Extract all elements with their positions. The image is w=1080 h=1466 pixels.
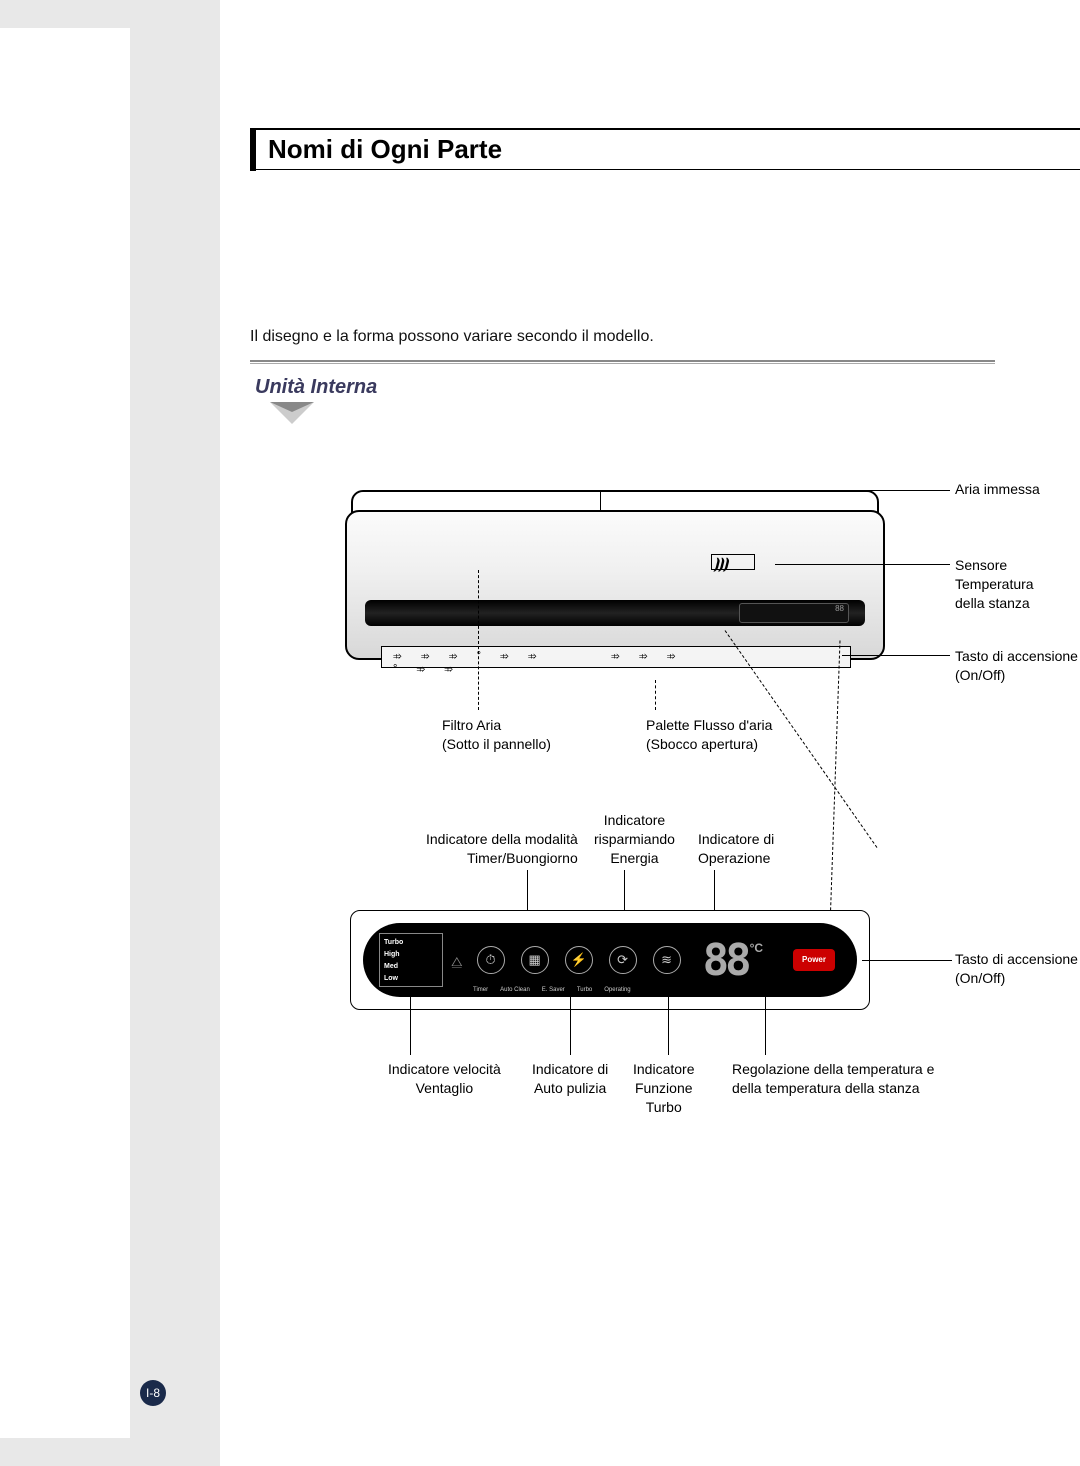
label-line: Filtro Aria (442, 717, 501, 733)
label-operation: Indicatore di Operazione (698, 830, 774, 868)
esaver-icon: ⚡ (565, 946, 593, 974)
sublabel: Operating (604, 987, 630, 993)
callout-line (842, 655, 950, 656)
ac-vent-marks: ⤃ ⤃ ⤃ ° ⤃ ⤃ ⤃ ⤃ ⤃ ° ⤃ ⤃ (393, 650, 693, 664)
label-air-in: Aria immessa (955, 480, 1040, 499)
callout-line (765, 990, 766, 1055)
chevron-down-icon-dark (270, 402, 314, 412)
callout-line (775, 564, 950, 565)
label-line: risparmiando (594, 831, 675, 847)
ac-body (345, 510, 885, 660)
label-line: Indicatore della modalità (426, 831, 578, 847)
label-line: (On/Off) (955, 667, 1005, 683)
section-heading: Unità Interna (255, 376, 377, 399)
label-filter: Filtro Aria (Sotto il pannello) (442, 716, 551, 754)
label-line: Ventaglio (416, 1080, 474, 1096)
sublabel: Auto Clean (500, 987, 530, 993)
label-line: Timer/Buongiorno (467, 850, 578, 866)
label-line: Auto pulizia (534, 1080, 606, 1096)
label-line: Tasto di accensione (955, 648, 1078, 664)
sublabel: Timer (473, 987, 488, 993)
label-line: (Sbocco apertura) (646, 736, 758, 752)
label-esaver: Indicatore risparmiando Energia (594, 811, 675, 868)
autoclean-icon: ▦ (521, 946, 549, 974)
label-line: Tasto di accensione (955, 951, 1078, 967)
label-fan-speed: Indicatore velocità Ventaglio (388, 1060, 501, 1098)
callout-line (668, 990, 669, 1055)
label-line: Indicatore di (532, 1061, 608, 1077)
label-line: della stanza (955, 595, 1030, 611)
left-margin-white (0, 28, 130, 1438)
label-louver: Palette Flusso d'aria (Sbocco apertura) (646, 716, 772, 754)
label-line: Energia (610, 850, 658, 866)
label-line: Indicatore (604, 812, 665, 828)
callout-line (862, 960, 952, 961)
label-line: Regolazione della temperatura e (732, 1061, 934, 1077)
label-power: Tasto di accensione (On/Off) (955, 647, 1078, 685)
wifi-icon: ⧋ (451, 954, 463, 970)
label-line: (On/Off) (955, 970, 1005, 986)
callout-line (570, 990, 571, 1055)
label-line: Indicatore velocità (388, 1061, 501, 1077)
sublabel: E. Saver (542, 987, 565, 993)
callout-line (478, 570, 479, 710)
callout-line (410, 990, 411, 1055)
section-divider (250, 360, 995, 364)
power-button[interactable]: Power (793, 949, 835, 971)
label-line: Operazione (698, 850, 770, 866)
label-line: (Sotto il pannello) (442, 736, 551, 752)
label-line: Funzione (635, 1080, 693, 1096)
page-number-badge: I-8 (140, 1380, 166, 1406)
callout-line (600, 490, 601, 510)
temp-digits: 88 (703, 935, 748, 986)
operating-icon: ≋ (653, 946, 681, 974)
label-timer-mode: Indicatore della modalità Timer/Buongior… (426, 830, 578, 868)
left-margin (0, 0, 220, 1466)
callout-line (655, 680, 656, 710)
turbo-icon: ⟳ (609, 946, 637, 974)
sublabel: Turbo (577, 987, 592, 993)
speed-med: Med (384, 963, 438, 970)
page-title: Nomi di Ogni Parte (268, 134, 502, 165)
label-temp-reg: Regolazione della temperatura e della te… (732, 1060, 934, 1098)
display-panel: Turbo High Med Low ⧋ ⏱ ▦ ⚡ ⟳ ≋ 88 °C Pow… (350, 910, 870, 1010)
label-temp-sensor: Sensore Temperatura della stanza (955, 556, 1080, 613)
label-line: Indicatore di (698, 831, 774, 847)
display-panel-inner: Turbo High Med Low ⧋ ⏱ ▦ ⚡ ⟳ ≋ 88 °C Pow… (363, 923, 857, 997)
label-line: della temperatura della stanza (732, 1080, 920, 1096)
speed-high: High (384, 951, 438, 958)
title-accent (250, 129, 256, 171)
speed-low: Low (384, 975, 438, 982)
ac-mini-display: 88 (739, 603, 849, 623)
timer-icon: ⏱ (477, 946, 505, 974)
deg-c: °C (750, 941, 763, 955)
title-bar: Nomi di Ogni Parte (250, 128, 1080, 170)
label-turbo: Indicatore Funzione Turbo (633, 1060, 694, 1117)
ac-sensor-icon: ⦘⦘⦘ (711, 554, 755, 570)
ac-unit-diagram: 88 ⦘⦘⦘ ⤃ ⤃ ⤃ ° ⤃ ⤃ ⤃ ⤃ ⤃ ° ⤃ ⤃ (345, 490, 885, 695)
label-line: Turbo (646, 1099, 682, 1115)
label-power-panel: Tasto di accensione (On/Off) (955, 950, 1078, 988)
label-autoclean: Indicatore di Auto pulizia (532, 1060, 608, 1098)
intro-text: Il disegno e la forma possono variare se… (250, 328, 654, 346)
label-line: Indicatore (633, 1061, 694, 1077)
label-line: Palette Flusso d'aria (646, 717, 772, 733)
indicator-sublabels: Timer Auto Clean E. Saver Turbo Operatin… (473, 987, 631, 993)
label-line: Sensore Temperatura (955, 557, 1034, 592)
speed-turbo: Turbo (384, 939, 438, 946)
fan-speed-indicator: Turbo High Med Low (379, 933, 443, 987)
callout-line (600, 490, 950, 491)
